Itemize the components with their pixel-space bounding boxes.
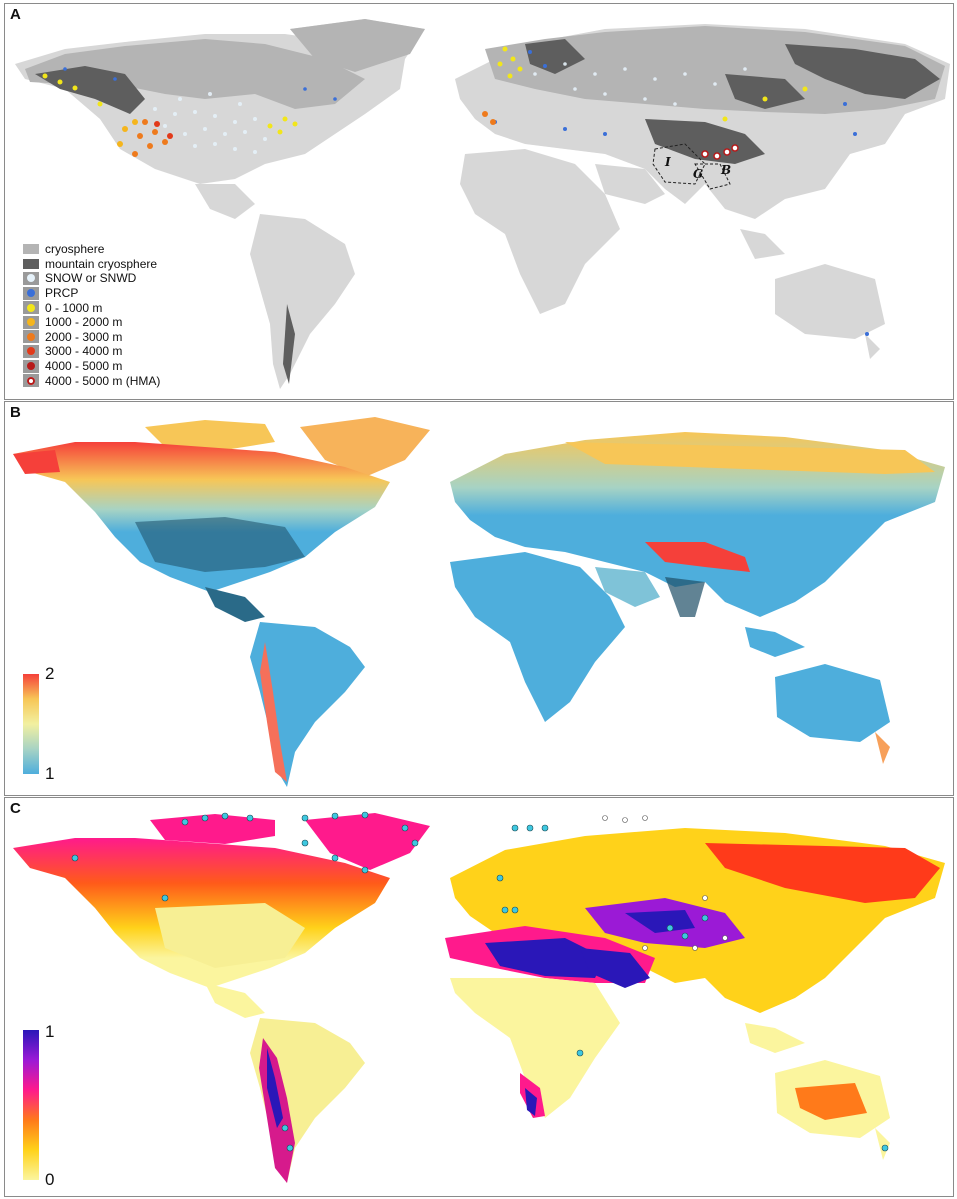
legend-a-marker	[23, 344, 39, 358]
legend-dot-icon	[27, 376, 35, 385]
map-a: I G B	[15, 19, 950, 389]
region-label-g: G	[693, 167, 703, 181]
panel-label-a: A	[10, 6, 21, 23]
panel-b: B 2 1	[4, 401, 954, 796]
legend-a-marker	[23, 315, 39, 329]
legend-a-item: 3000 - 4000 m	[23, 344, 160, 359]
legend-a-item: mountain cryosphere	[23, 257, 160, 272]
legend-a-label: SNOW or SNWD	[45, 271, 137, 286]
panel-a: I G B A cryosphere mountain cryosphere SNO…	[4, 3, 954, 400]
legend-a-item: 0 - 1000 m	[23, 300, 160, 315]
colorbar-b-max-label: 2	[45, 664, 55, 683]
colorbar-c-max-label: 1	[45, 1022, 55, 1041]
legend-a-label: 2000 - 3000 m	[45, 329, 123, 344]
legend-a-marker	[23, 286, 39, 300]
legend-a-item: cryosphere	[23, 242, 160, 257]
legend-a-item: 1000 - 2000 m	[23, 315, 160, 330]
legend-a-label: PRCP	[45, 286, 79, 301]
legend-dot-icon	[27, 274, 35, 283]
region-label-i: I	[664, 155, 671, 169]
legend-a-marker	[23, 271, 39, 285]
colorbar-b	[23, 674, 39, 774]
legend-a-label: 4000 - 5000 m (HMA)	[45, 373, 161, 388]
legend-a-label: mountain cryosphere	[45, 256, 158, 271]
legend-a-item: SNOW or SNWD	[23, 271, 160, 286]
legend-dot-icon	[27, 332, 35, 341]
legend-a-item: PRCP	[23, 286, 160, 301]
colorbar-c-min-label: 0	[45, 1170, 55, 1189]
legend-dot-icon	[27, 289, 35, 298]
legend-a-marker	[23, 258, 39, 269]
legend-a-item: 4000 - 5000 m (HMA)	[23, 373, 160, 388]
colorbar-b-min-label: 1	[45, 764, 55, 783]
colorbar-c	[23, 1030, 39, 1180]
legend-a-marker	[23, 330, 39, 344]
legend-a: cryosphere mountain cryosphere SNOW or SNW…	[23, 242, 160, 388]
legend-a-item: 4000 - 5000 m	[23, 359, 160, 374]
legend-dot-icon	[27, 303, 35, 312]
legend-dot-icon	[27, 347, 35, 356]
legend-a-label: cryosphere	[45, 242, 105, 257]
map-b	[13, 417, 945, 787]
legend-a-label: 1000 - 2000 m	[45, 315, 123, 330]
legend-a-item: 2000 - 3000 m	[23, 330, 160, 345]
legend-a-marker	[23, 244, 39, 255]
legend-a-marker	[23, 301, 39, 315]
panel-label-b: B	[10, 404, 21, 421]
legend-a-label: 3000 - 4000 m	[45, 344, 123, 359]
panel-c: C 1 0	[4, 797, 954, 1197]
region-label-b: B	[720, 163, 731, 177]
legend-a-label: 0 - 1000 m	[45, 300, 103, 315]
legend-a-marker	[23, 374, 39, 388]
legend-a-label: 4000 - 5000 m	[45, 359, 123, 374]
legend-dot-icon	[27, 318, 35, 327]
legend-a-marker	[23, 359, 39, 373]
map-c	[13, 811, 945, 1183]
panel-label-c: C	[10, 800, 21, 817]
legend-dot-icon	[27, 362, 35, 371]
